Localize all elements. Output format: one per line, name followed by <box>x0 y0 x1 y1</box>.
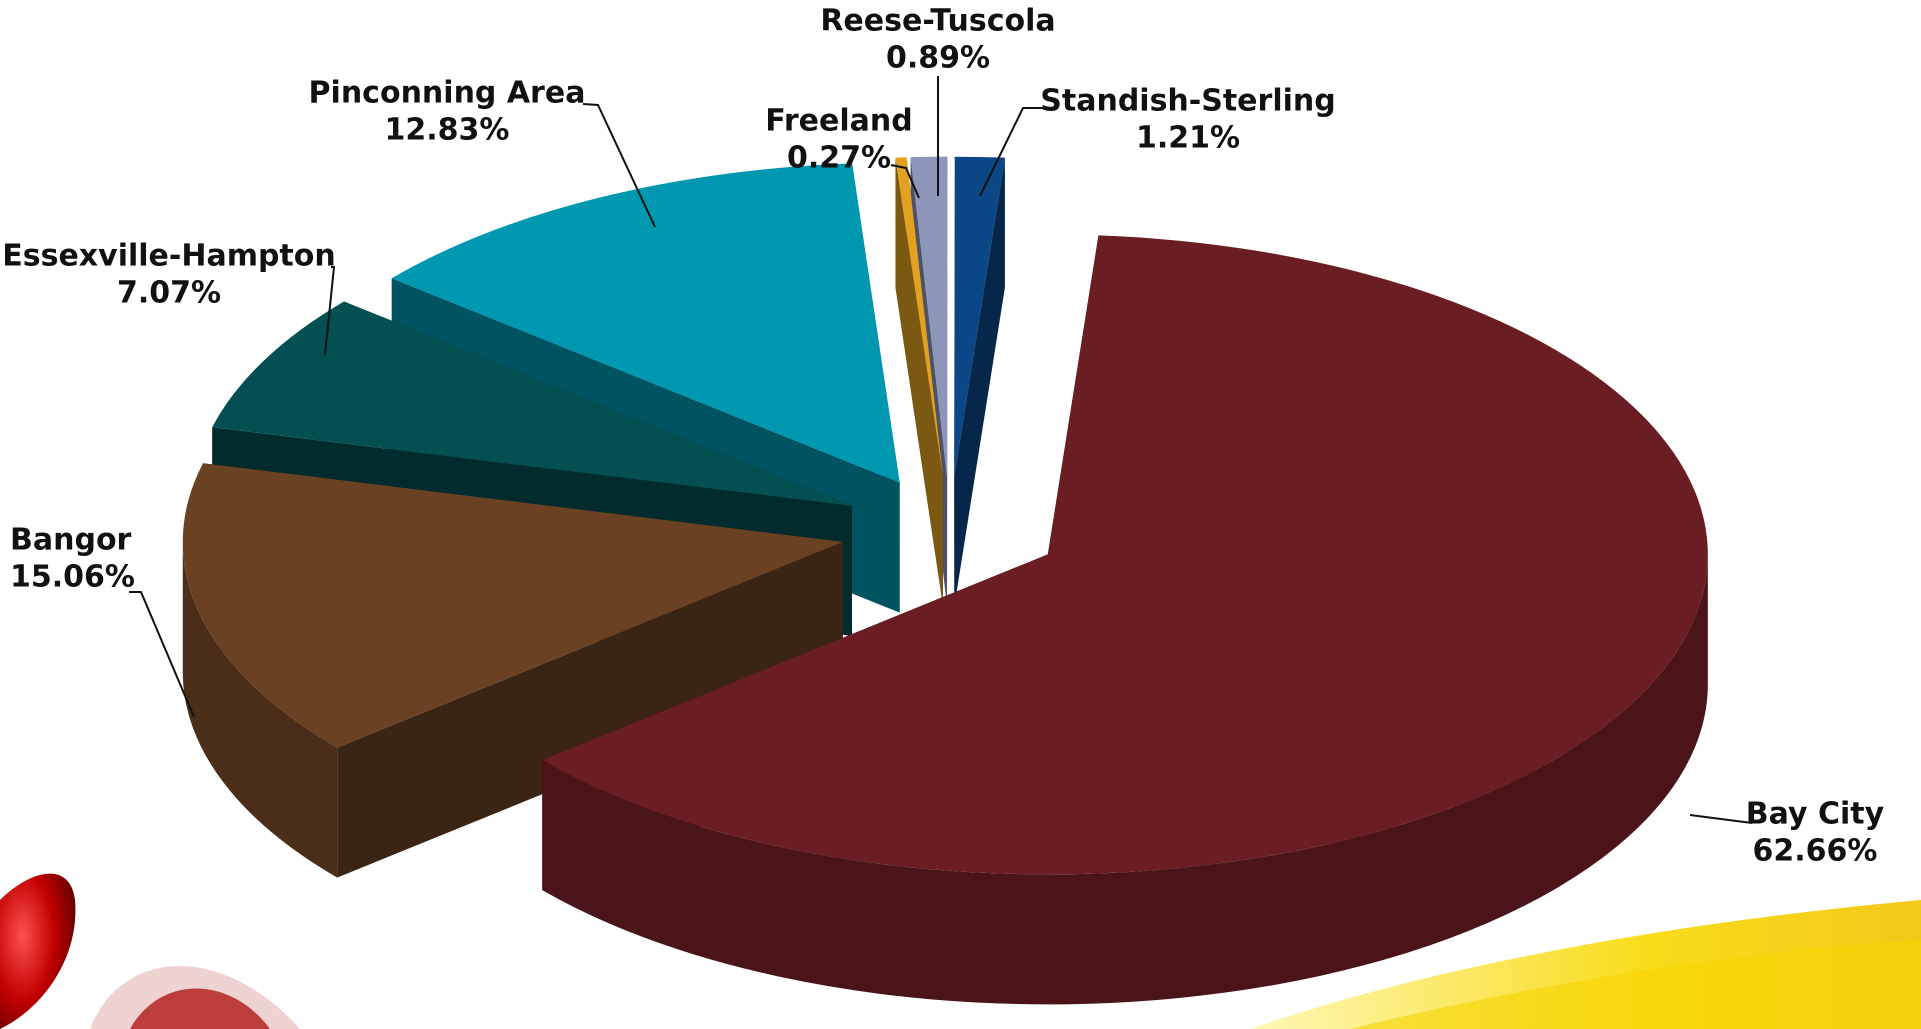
data-label-value: 0.27% <box>787 141 891 176</box>
data-label-value: 12.83% <box>385 113 510 148</box>
data-label-name: Essexville-Hampton <box>2 239 336 274</box>
data-label-name: Standish-Sterling <box>1040 84 1335 119</box>
data-label-name: Reese-Tuscola <box>820 4 1055 39</box>
data-label-value: 1.21% <box>1136 121 1240 156</box>
pie <box>183 157 1708 1005</box>
chart: Bay City62.66% Bangor15.06% Essexville-Ham… <box>0 0 1921 1029</box>
leader-line <box>1690 815 1752 823</box>
data-label-value: 15.06% <box>10 560 135 595</box>
data-label-name: Pinconning Area <box>309 76 586 111</box>
data-label-value: 0.89% <box>886 41 990 76</box>
data-label-value: 62.66% <box>1753 834 1878 869</box>
data-label-name: Bay City <box>1746 797 1885 832</box>
data-label-name: Bangor <box>10 523 132 558</box>
data-label-value: 7.07% <box>117 276 221 311</box>
data-label-name: Freeland <box>765 104 912 139</box>
